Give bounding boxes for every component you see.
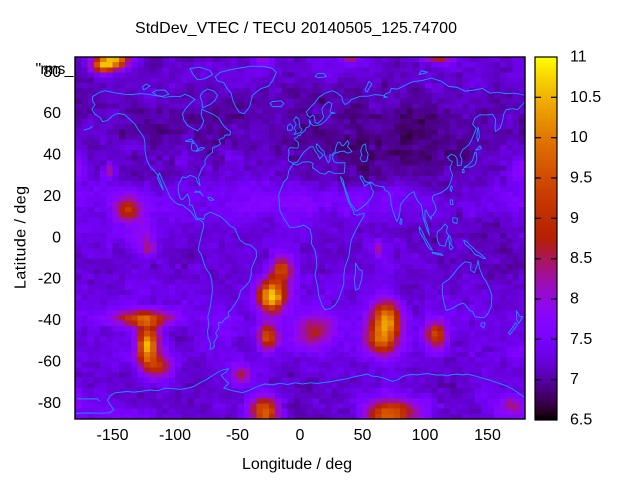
svg-text:0: 0 bbox=[52, 229, 61, 246]
svg-text:-60: -60 bbox=[38, 353, 61, 370]
svg-text:60: 60 bbox=[43, 105, 61, 122]
svg-text:-100: -100 bbox=[159, 427, 191, 444]
svg-text:-80: -80 bbox=[38, 395, 61, 412]
svg-text:-50: -50 bbox=[226, 427, 249, 444]
svg-text:Latitude / deg: Latitude / deg bbox=[13, 186, 30, 289]
svg-text:80: 80 bbox=[43, 64, 61, 81]
svg-text:-150: -150 bbox=[96, 427, 128, 444]
svg-text:20: 20 bbox=[43, 188, 61, 205]
svg-text:Longitude / deg: Longitude / deg bbox=[242, 456, 352, 473]
svg-text:0: 0 bbox=[296, 427, 305, 444]
svg-text:100: 100 bbox=[412, 427, 439, 444]
svg-text:-20: -20 bbox=[38, 271, 61, 288]
svg-text:150: 150 bbox=[474, 427, 501, 444]
svg-text:50: 50 bbox=[354, 427, 372, 444]
svg-text:-40: -40 bbox=[38, 312, 61, 329]
svg-text:StdDev_VTEC / TECU 20140505_12: StdDev_VTEC / TECU 20140505_125.74700 bbox=[135, 20, 457, 37]
svg-text:40: 40 bbox=[43, 147, 61, 164]
svg-text:"rms_: "rms_ bbox=[36, 61, 75, 78]
